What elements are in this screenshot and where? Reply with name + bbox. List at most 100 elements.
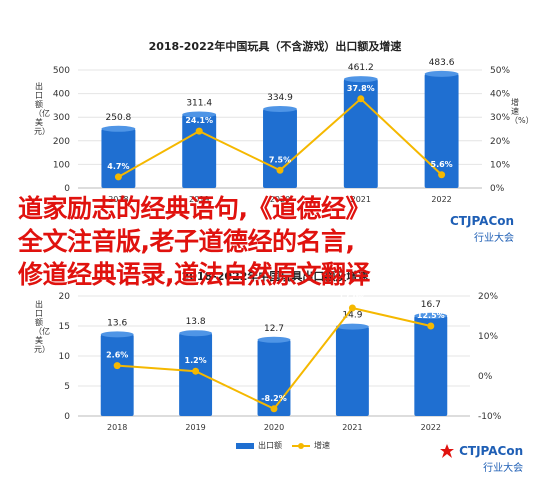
chart-top-title: 2018-2022年中国玩具（不含游戏）出口额及增速	[148, 40, 402, 53]
logo-top-brand: CTJPACon	[450, 214, 515, 228]
bottom-bar	[414, 315, 448, 416]
top-xtick: 2022	[431, 195, 451, 204]
bottom-growth-label: 17.0%	[339, 293, 367, 302]
bottom-ytick: 15	[59, 322, 70, 332]
bottom-growth-point	[348, 304, 356, 312]
bottom-bar-cap	[414, 312, 448, 319]
top-y2tick: 50%	[490, 66, 510, 76]
top-growth-point	[438, 171, 446, 179]
top-bar-cap	[263, 105, 297, 112]
chart-top: 0 100 200 300 400 500 0% 10% 20% 30% 40% 50% 250.8 20…	[53, 58, 511, 204]
overlay-line-3: 修道经典语录,道法自然原文翻译	[18, 260, 371, 289]
top-bar	[263, 108, 297, 188]
top-growth-label: 5.6%	[431, 160, 453, 169]
top-y2tick: 10%	[490, 160, 510, 170]
bottom-bar-cap	[179, 330, 213, 337]
bottom-xtick: 2021	[342, 423, 362, 432]
top-growth-point	[114, 173, 122, 181]
top-growth-point	[195, 127, 203, 135]
top-ytick: 300	[53, 113, 70, 123]
bottom-y2tick: -10%	[478, 412, 502, 422]
top-xtick: 2018	[108, 195, 128, 204]
bottom-bar-label: 16.7	[421, 300, 441, 310]
bottom-bar	[335, 326, 369, 416]
chart-bottom-ylabel: 出口额（亿美元）	[34, 300, 50, 354]
top-bar	[182, 114, 217, 188]
top-xtick: 2019	[189, 195, 209, 204]
bottom-bar	[257, 339, 291, 416]
top-y2tick: 30%	[490, 113, 510, 123]
legend-bar-swatch	[236, 442, 254, 449]
bottom-bar-label: 14.9	[342, 311, 362, 321]
chart-top-ylabel: 出口额（亿美元）	[34, 82, 50, 136]
top-xtick: 2021	[351, 195, 371, 204]
bottom-growth-point	[113, 362, 121, 370]
bottom-growth-point	[192, 367, 200, 375]
top-growth-label: 24.1%	[185, 116, 213, 125]
logo-top: CTJPACon 行业大会	[450, 210, 514, 244]
bottom-bar-cap	[100, 331, 134, 338]
chart-top-y2label: 增速（%）	[510, 98, 534, 125]
bottom-y2tick: 0%	[478, 372, 493, 382]
bottom-xtick: 2018	[107, 423, 127, 432]
overlay-line-2: 全文注音版,老子道德经的名言,	[18, 227, 355, 256]
bottom-bar-label: 13.8	[186, 317, 206, 327]
top-growth-label: 37.8%	[347, 84, 375, 93]
top-y2tick: 20%	[490, 137, 510, 147]
bottom-growth-point	[270, 405, 278, 413]
legend-bar-label: 出口额	[258, 441, 282, 450]
top-ytick: 200	[53, 137, 70, 147]
top-bar-cap	[101, 125, 136, 132]
top-y2tick: 0%	[490, 184, 505, 194]
top-ytick: 500	[53, 66, 70, 76]
logo-top-sub: 行业大会	[474, 233, 515, 244]
top-bar-cap	[424, 70, 459, 77]
bottom-xtick: 2022	[421, 423, 441, 432]
bottom-xtick: 2020	[264, 423, 284, 432]
top-bar	[424, 73, 459, 188]
bottom-bar	[100, 334, 134, 416]
star-logo-icon	[440, 443, 454, 458]
top-ytick: 0	[64, 184, 70, 194]
top-bar-label: 250.8	[106, 113, 132, 123]
top-bar-cap	[182, 111, 217, 118]
top-y2tick: 40%	[490, 90, 510, 100]
top-bar-label: 483.6	[429, 58, 455, 68]
overlay-line-1: 道家励志的经典语句,《道德经》	[18, 194, 371, 223]
bottom-ytick: 20	[59, 292, 71, 302]
top-xtick: 2020	[270, 195, 290, 204]
top-ytick: 100	[53, 160, 70, 170]
bottom-ytick: 0	[64, 412, 70, 422]
bottom-growth-label: 12.5%	[417, 311, 445, 320]
logo-bottom-sub: 行业大会	[483, 463, 524, 474]
bottom-y2tick: 20%	[478, 292, 498, 302]
bottom-xtick: 2019	[185, 423, 205, 432]
top-bar-cap	[343, 76, 378, 83]
top-growth-label: 7.5%	[269, 155, 291, 164]
bottom-bar-label: 12.7	[264, 324, 284, 334]
bottom-growth-label: 1.2%	[185, 356, 207, 365]
bottom-growth-point	[427, 322, 435, 330]
bottom-bar-label: 13.6	[107, 318, 127, 328]
bottom-y2tick: 10%	[478, 332, 498, 342]
bottom-growth-label: 2.6%	[106, 351, 128, 360]
logo-bottom: CTJPACon 行业大会	[440, 440, 523, 474]
bottom-growth-label: -8.2%	[261, 394, 287, 403]
top-bar-label: 334.9	[267, 93, 293, 103]
top-growth-point	[357, 95, 365, 103]
legend-line-label: 增速	[314, 441, 330, 450]
top-growth-label: 4.7%	[107, 162, 129, 171]
top-growth-point	[276, 166, 284, 174]
bottom-ytick: 10	[59, 352, 71, 362]
legend-line-swatch	[292, 442, 310, 449]
logo-bottom-brand: CTJPACon	[459, 444, 524, 458]
bottom-bar-cap	[335, 323, 369, 330]
bottom-ytick: 5	[64, 382, 70, 392]
top-bar-label: 461.2	[348, 63, 374, 73]
chart-bottom: 0 5 10 15 20 -10% 0% 10% 20% 13.6 2018 13.8 2019 12.7…	[59, 292, 502, 432]
chart-bottom-title: 2018-2022年中国玩具出口额及增速	[181, 270, 369, 283]
overlay-headline: 道家励志的经典语句,《道德经》 全文注音版,老子道德经的名言, 修道经典语录,道…	[18, 192, 538, 291]
top-ytick: 400	[53, 90, 70, 100]
chart-bottom-legend: 出口额 增速	[236, 440, 330, 451]
